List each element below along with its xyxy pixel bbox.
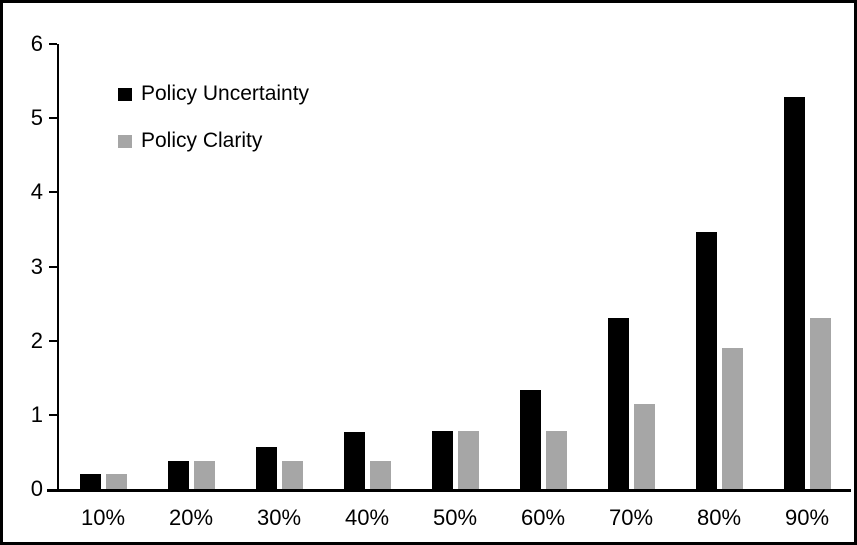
- y-tick-mark: [49, 191, 57, 194]
- bar-policy-clarity-80%: [721, 348, 743, 489]
- x-category-label: 70%: [608, 505, 654, 530]
- x-category-label: 90%: [784, 505, 830, 530]
- bar-policy-clarity-70%: [633, 404, 655, 489]
- bar-policy-uncertainty-60%: [519, 390, 541, 489]
- x-category-label: 50%: [432, 505, 478, 530]
- x-category-label: 40%: [344, 505, 390, 530]
- bar-policy-clarity-10%: [105, 474, 127, 489]
- bar-group-10%: [59, 44, 147, 489]
- y-tick-mark: [49, 265, 57, 268]
- bar-group-70%: [587, 44, 675, 489]
- bar-policy-uncertainty-40%: [343, 432, 365, 489]
- y-tick-label: 1: [30, 401, 43, 427]
- legend-item-policy-uncertainty: Policy Uncertainty: [118, 81, 309, 107]
- plot-area: [59, 44, 851, 489]
- legend-label: Policy Clarity: [141, 129, 263, 152]
- bar-group-30%: [235, 44, 323, 489]
- bar-group-60%: [499, 44, 587, 489]
- bar-group-20%: [147, 44, 235, 489]
- x-axis-labels: 10% 20% 30% 40% 50% 60% 70% 80% 90%: [59, 505, 851, 531]
- y-tick-label: 0: [30, 476, 43, 501]
- chart-legend: Policy Uncertainty Policy Clarity: [118, 81, 309, 154]
- bar-group-50%: [411, 44, 499, 489]
- bar-policy-clarity-40%: [369, 461, 391, 489]
- y-tick-mark: [49, 339, 57, 342]
- y-tick-mark: [49, 117, 57, 120]
- y-tick-mark: [49, 413, 57, 416]
- x-category-label: 20%: [168, 505, 214, 530]
- bar-policy-uncertainty-50%: [431, 431, 453, 489]
- x-category-label: 80%: [696, 505, 742, 530]
- x-category-label: 10%: [80, 505, 126, 530]
- bar-policy-uncertainty-90%: [783, 97, 805, 489]
- y-tick-mark: [49, 43, 57, 45]
- x-category-label: 60%: [520, 505, 566, 530]
- bar-policy-uncertainty-80%: [695, 232, 717, 489]
- legend-item-policy-clarity: Policy Clarity: [118, 128, 309, 154]
- y-tick-label: 5: [30, 105, 43, 131]
- y-tick-label: 4: [30, 179, 43, 205]
- y-tick-label: 3: [30, 253, 43, 279]
- legend-swatch-black: [118, 87, 132, 101]
- bar-group-40%: [323, 44, 411, 489]
- y-tick-label: 6: [30, 31, 43, 56]
- bar-group-80%: [675, 44, 763, 489]
- x-category-label: 30%: [256, 505, 302, 530]
- legend-swatch-gray: [118, 134, 132, 148]
- bar-policy-clarity-50%: [457, 431, 479, 489]
- bar-policy-uncertainty-20%: [167, 461, 189, 489]
- bar-policy-clarity-60%: [545, 431, 567, 489]
- y-axis-line: [57, 44, 59, 490]
- bar-policy-clarity-30%: [281, 461, 303, 489]
- legend-label: Policy Uncertainty: [141, 82, 310, 105]
- bar-policy-clarity-90%: [809, 318, 831, 489]
- bar-policy-uncertainty-10%: [79, 474, 101, 489]
- bar-group-90%: [763, 44, 851, 489]
- bar-policy-uncertainty-70%: [607, 318, 629, 489]
- bar-policy-clarity-20%: [193, 461, 215, 489]
- y-tick-label: 2: [30, 327, 43, 353]
- x-axis-line: [47, 489, 851, 492]
- bar-policy-uncertainty-30%: [255, 447, 277, 489]
